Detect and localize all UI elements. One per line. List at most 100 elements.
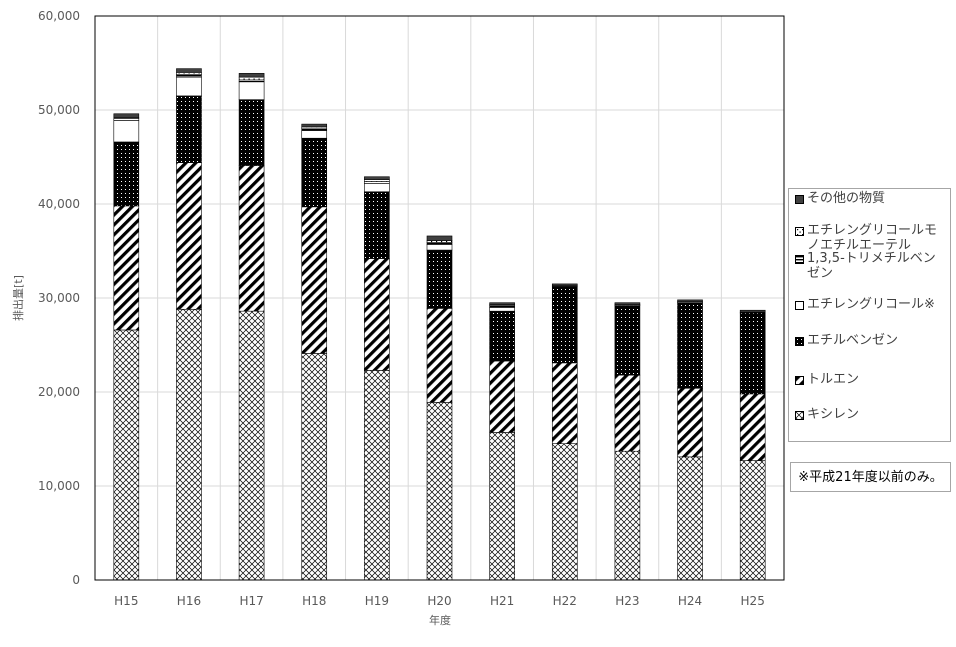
legend-item: エチルベンゼン [795,333,945,348]
bar-segment-H20-3 [426,244,453,251]
x-tick-label: H21 [490,594,514,608]
legend-label: キシレン [807,407,860,422]
bar-segment-H17-1 [238,165,265,312]
legend-item: キシレン [795,407,945,422]
x-tick-label: H19 [365,594,389,608]
y-tick-label: 40,000 [38,197,80,211]
x-tick-label: H20 [427,594,451,608]
bar-segment-H19-6 [364,176,390,180]
bar-segment-H21-1 [489,360,515,433]
bar-segment-H16-6 [176,68,202,73]
legend-item: 1,3,5-トリメチルベンゼン [795,251,945,281]
bar-segment-H22-2 [551,286,578,364]
legend-swatch [795,195,804,204]
bar-segment-H18-3 [301,130,328,139]
bar-segment-H23-6 [614,302,641,305]
y-tick-label: 30,000 [38,291,80,305]
legend-label: エチレングリコール※ [807,297,935,312]
bar-segment-H22-1 [551,362,578,444]
bar-segment-H19-2 [364,191,390,259]
legend-swatch [795,255,804,264]
bar-segment-H17-6 [238,73,265,78]
bar-segment-H17-5 [238,76,265,81]
legend-item: トルエン [795,372,945,387]
x-tick-label: H17 [239,594,263,608]
bar-segment-H22-0 [551,443,578,581]
x-tick-label: H15 [114,594,138,608]
bar-segment-H22-6 [551,283,578,287]
bar-segment-H18-6 [301,123,328,128]
legend-item: エチレングリコールモノエチルエーテル [795,223,945,253]
bars [113,68,766,581]
y-tick-label: 10,000 [38,479,80,493]
bar-segment-H17-0 [238,310,265,581]
bar-segment-H17-2 [238,99,265,166]
legend-swatch [795,411,804,420]
bar-segment-H15-1 [113,205,140,331]
bar-segment-H15-2 [113,141,140,207]
bar-segment-H24-1 [677,387,703,458]
bar-segment-H25-0 [739,460,766,581]
x-tick-label: H22 [553,594,577,608]
legend-item: エチレングリコール※ [795,297,945,312]
bar-segment-H20-0 [426,402,453,581]
y-tick-label: 60,000 [38,9,80,23]
bar-segment-H16-4 [176,73,202,78]
bar-segment-H20-6 [426,235,453,241]
bar-segment-H25-6 [739,309,766,313]
x-tick-label: H25 [741,594,765,608]
legend-swatch [795,376,804,385]
bar-segment-H21-6 [489,302,515,305]
bar-segment-H21-2 [489,310,515,362]
x-tick-label: H23 [615,594,639,608]
legend-label: その他の物質 [807,191,886,206]
legend-swatch [795,301,804,310]
x-tick-label: H18 [302,594,326,608]
bar-segment-H15-0 [113,329,140,581]
legend: その他の物質エチレングリコールモノエチルエーテル 1,3,5-トリメチルベンゼンエ… [788,188,951,442]
bar-segment-H18-0 [301,353,328,581]
y-tick-label: 50,000 [38,103,80,117]
bar-segment-H16-0 [176,308,202,581]
x-axis-title: 年度 [429,613,451,627]
bar-segment-H18-1 [301,206,328,354]
legend-swatch [795,227,804,236]
y-axis-title: 排出量[t] [11,275,25,321]
bar-segment-H15-6 [113,113,140,118]
axes [94,15,785,581]
bar-segment-H23-1 [614,374,641,452]
bar-segment-H24-2 [677,302,703,389]
bar-segment-H19-3 [364,183,390,193]
x-tick-label: H16 [177,594,201,608]
bar-segment-H20-1 [426,308,453,403]
legend-label: トルエン [807,372,860,387]
legend-swatch [795,337,804,346]
bar-segment-H24-6 [677,299,703,303]
bar-segment-H20-2 [426,249,453,309]
bar-segment-H15-3 [113,120,140,143]
x-tick-label: H24 [678,594,702,608]
legend-item: その他の物質 [795,191,945,206]
plot-frame [94,15,785,581]
bar-segment-H19-0 [364,370,390,581]
legend-label: 1,3,5-トリメチルベンゼン [807,251,936,281]
bar-segment-H23-2 [614,305,641,376]
bar-segment-H16-3 [176,76,202,97]
footnote: ※平成21年度以前のみ。 [790,462,951,492]
bar-segment-H21-3 [489,307,515,312]
bar-segment-H18-2 [301,137,328,208]
bar-segment-H19-1 [364,258,390,371]
bar-segment-H17-3 [238,81,265,100]
bar-segment-H23-0 [614,450,641,581]
bar-segment-H25-2 [739,312,766,395]
bar-segment-H25-1 [739,393,766,461]
bar-segment-H16-1 [176,162,202,310]
legend-label: エチレングリコールモノエチルエーテル [807,223,938,253]
bar-segment-H24-0 [677,456,703,581]
y-tick-label: 0 [72,573,80,587]
legend-label: エチルベンゼン [807,333,899,348]
bar-segment-H16-2 [176,95,202,163]
x-tick-labels: H15 H16 H17 H18 H19 H20 H21 H22 H23 H24 H25 [114,594,765,608]
y-tick-label: 20,000 [38,385,80,399]
